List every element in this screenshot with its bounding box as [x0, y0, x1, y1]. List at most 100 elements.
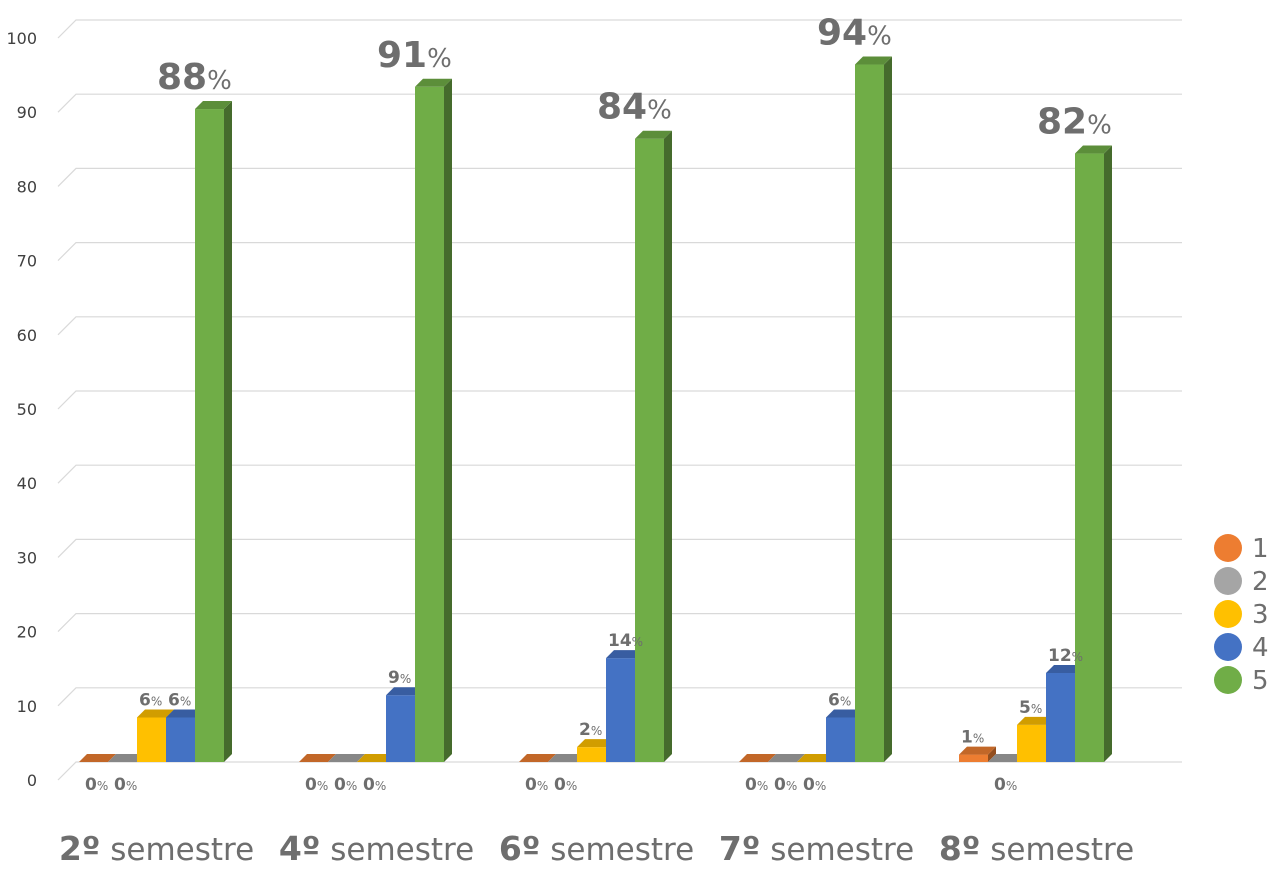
y-axis: 0 10 20 30 40 50 60 70 80 90 100 [6, 29, 37, 790]
data-label: 0% [334, 775, 357, 795]
bar-front [635, 138, 664, 763]
bar-5-2 [415, 78, 452, 762]
data-label: 1% [961, 728, 984, 748]
gridline [57, 538, 1182, 558]
bar-5-4 [855, 56, 892, 762]
category-label: 6º semestre [499, 829, 694, 868]
legend-swatch [1214, 633, 1242, 661]
bar-top [548, 754, 585, 762]
bar-4-5 [1046, 664, 1083, 762]
legend-swatch [1214, 600, 1242, 628]
data-labels: 0% 0% 6% 6% 88% 0% 0% 0% 9% 91% 0% 0% 2% 14% 84% 0% 0% 0%… [85, 13, 1112, 795]
category-label: 8º semestre [939, 829, 1134, 868]
data-label: 91% [377, 35, 452, 76]
legend-label: 2 [1252, 567, 1269, 597]
legend-item-2: 2 [1214, 567, 1269, 597]
bar-top [328, 754, 365, 762]
data-label: 0% [803, 775, 826, 795]
bars [79, 56, 1112, 763]
bar-top [768, 754, 805, 762]
legend-item-5: 5 [1214, 666, 1269, 696]
bar-1-1 [79, 754, 116, 762]
bar-top [577, 739, 614, 748]
y-tick-label: 50 [17, 400, 37, 419]
gridline [57, 464, 1182, 484]
bar-side [1104, 145, 1112, 762]
bar-top [415, 78, 452, 87]
legend-item-3: 3 [1214, 600, 1269, 630]
gridline [57, 93, 1182, 113]
gridline [57, 242, 1182, 262]
data-label: 94% [817, 13, 892, 54]
gridline [57, 687, 1182, 707]
data-label: 6% [828, 690, 851, 710]
data-label: 0% [525, 775, 548, 795]
bar-2-5 [988, 754, 1025, 762]
legend-swatch [1214, 567, 1242, 595]
bar-front [415, 86, 444, 762]
data-label: 0% [305, 775, 328, 795]
bar-3-4 [797, 754, 834, 762]
bar-top [1075, 145, 1112, 154]
bar-top [739, 754, 776, 762]
bar-top [797, 754, 834, 762]
bar-5-1 [195, 101, 232, 763]
legend-label: 3 [1252, 600, 1269, 630]
bar-top [137, 709, 174, 718]
data-label: 9% [388, 668, 411, 688]
y-tick-label: 100 [6, 29, 37, 48]
data-label: 0% [774, 775, 797, 795]
bar-front [137, 717, 166, 762]
bar-2-4 [768, 754, 805, 762]
category-label: 7º semestre [719, 829, 914, 868]
bar-front [1046, 672, 1075, 762]
gridline [57, 316, 1182, 336]
bar-top [959, 746, 996, 755]
x-axis: 2º semestre 4º semestre 6º semestre 7º seme… [59, 829, 1134, 868]
bar-top [108, 754, 145, 762]
bar-2-1 [108, 754, 145, 762]
y-tick-label: 70 [17, 252, 37, 271]
bar-front [166, 717, 195, 762]
data-label: 82% [1037, 102, 1112, 143]
bar-1-5 [959, 746, 996, 762]
bar-side [664, 130, 672, 763]
bar-top [855, 56, 892, 65]
y-tick-label: 10 [17, 697, 37, 716]
data-label: 0% [114, 775, 137, 795]
bar-top [166, 709, 203, 718]
legend-swatch [1214, 666, 1242, 694]
bar-1-2 [299, 754, 336, 762]
bar-5-3 [635, 130, 672, 763]
legend-label: 4 [1252, 633, 1269, 663]
bar-top [195, 101, 232, 110]
bar-side [444, 78, 452, 762]
bar-top [79, 754, 116, 762]
bar-2-2 [328, 754, 365, 762]
bar-top [988, 754, 1025, 762]
bar-top [635, 130, 672, 139]
data-label: 0% [85, 775, 108, 795]
gridline [57, 390, 1182, 410]
gridline [57, 612, 1182, 633]
data-label: 84% [597, 87, 672, 128]
bar-top [606, 650, 643, 659]
legend-item-4: 4 [1214, 633, 1269, 663]
bar-front [855, 64, 884, 762]
legend-item-1: 1 [1214, 534, 1269, 564]
legend-label: 5 [1252, 666, 1269, 696]
y-tick-label: 30 [17, 548, 37, 567]
bar-top [357, 754, 394, 762]
y-tick-label: 60 [17, 326, 37, 345]
data-label: 0% [554, 775, 577, 795]
bar-side [224, 101, 232, 763]
y-tick-label: 90 [17, 103, 37, 122]
bar-front [1017, 724, 1046, 762]
data-label: 6% [139, 690, 162, 710]
y-tick-label: 80 [17, 177, 37, 196]
category-label: 4º semestre [279, 829, 474, 868]
y-tick-label: 40 [17, 474, 37, 493]
data-label: 14% [608, 631, 643, 651]
